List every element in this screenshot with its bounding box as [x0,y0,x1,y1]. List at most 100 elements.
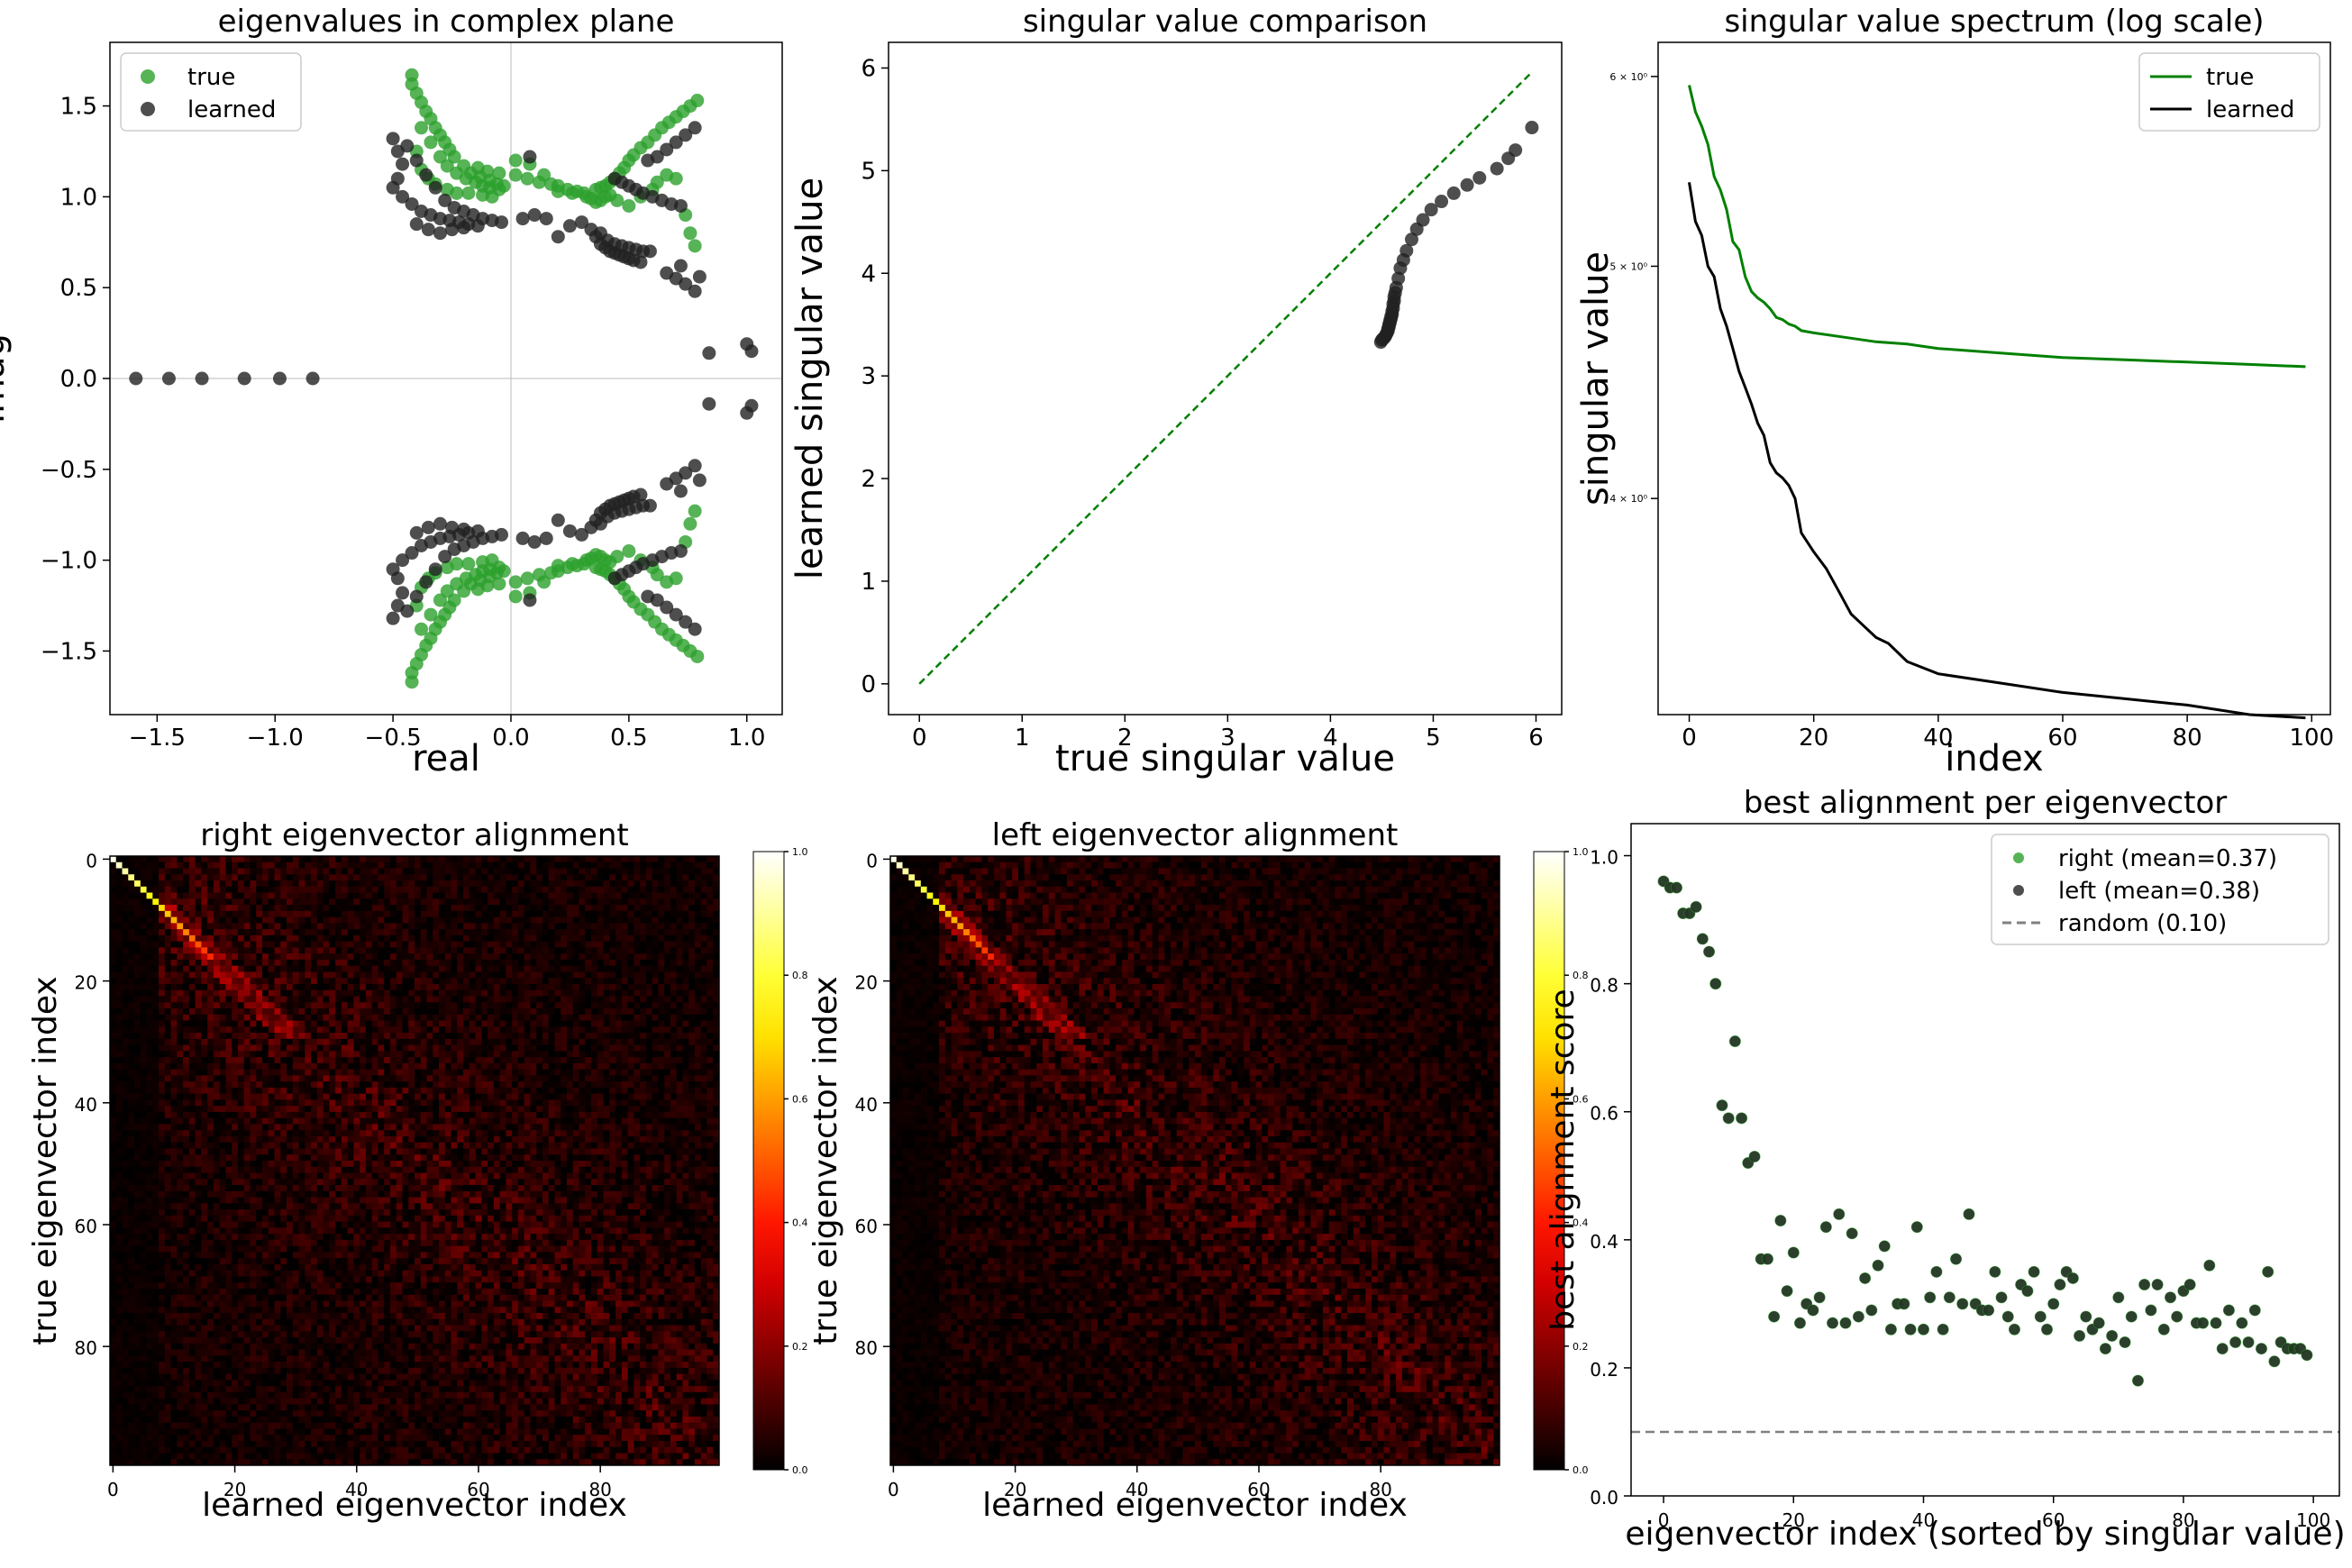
heatmap-cell [688,1093,696,1100]
heatmap-cell [499,1020,506,1027]
heatmap-cell [713,1075,720,1082]
heatmap-cell [676,1093,683,1100]
heatmap-cell [146,1014,153,1021]
heatmap-cell [670,959,678,967]
heatmap-cell [207,929,214,936]
heatmap-cell [402,934,409,943]
heatmap-cell [237,1106,245,1113]
heatmap-cell [365,916,373,924]
heatmap-cell [506,1026,513,1034]
heatmap-cell [603,905,610,912]
heatmap-cell [402,959,409,967]
heatmap-cell [415,1062,422,1070]
heatmap-cell [183,947,190,954]
heatmap-cell [591,1081,598,1089]
heatmap-cell [122,1026,129,1034]
heatmap-cell [329,892,336,899]
heatmap-cell [444,965,451,972]
heatmap-cell [572,965,579,972]
heatmap-cell [634,892,641,899]
heatmap-cell [579,923,586,930]
heatmap-cell [207,910,214,917]
heatmap-cell [572,1087,579,1095]
heatmap-cell [316,868,324,875]
heatmap-cell [609,861,616,869]
heatmap-cell [524,880,531,888]
heatmap-cell [415,886,422,893]
heatmap-cell [517,1069,525,1076]
heatmap-cell [402,1057,409,1064]
heatmap-cell [444,905,451,912]
heatmap-cell [426,941,433,948]
heatmap-cell [402,916,409,924]
heatmap-cell [524,1106,531,1113]
heatmap-cell [219,1081,226,1089]
heatmap-cell [713,941,720,948]
heatmap-cell [469,1014,476,1021]
heatmap-cell [658,1093,665,1100]
heatmap-cell [506,983,513,991]
heatmap-cell [670,965,678,972]
heatmap-cell [164,1081,171,1089]
heatmap-cell [170,978,178,985]
heatmap-cell [475,1075,482,1082]
point-learned-conjugate [523,593,537,607]
heatmap-cell [621,989,628,997]
heatmap-cell [134,983,141,991]
heatmap-cell [146,1026,153,1034]
heatmap-cell [658,1038,665,1045]
heatmap-cell [280,1124,287,1131]
heatmap-cell [183,868,190,875]
point-true [551,184,565,198]
heatmap-cell [122,983,129,991]
heatmap-cell [603,941,610,948]
heatmap-cell [444,1038,451,1045]
heatmap-cell [134,874,141,881]
heatmap-cell [188,1020,196,1027]
heatmap-cell [360,965,367,972]
heatmap-cell [645,996,653,1003]
heatmap-cell [250,1026,257,1034]
heatmap-cell [128,898,135,906]
heatmap-cell [360,989,367,997]
heatmap-cell [415,1111,422,1119]
heatmap-cell [488,947,495,954]
heatmap-cell [360,1069,367,1076]
heatmap-cell [481,947,488,954]
heatmap-cell [652,971,659,979]
heatmap-cell [506,1044,513,1052]
heatmap-cell [389,1106,397,1113]
heatmap-cell [530,856,537,863]
heatmap-cell [554,868,561,875]
heatmap-cell [353,1014,360,1021]
heatmap-cell [645,1038,653,1045]
heatmap-cell [420,1075,427,1082]
heatmap-cell [542,880,550,888]
heatmap-cell [115,1044,123,1052]
point-true [440,159,454,173]
heatmap-cell [572,1033,579,1040]
heatmap-cell [115,1002,123,1009]
point-learned [551,230,565,244]
heatmap-cell [152,923,160,930]
heatmap-cell [700,983,707,991]
heatmap-cell [159,861,166,869]
heatmap-cell [517,947,525,954]
heatmap-cell [201,874,208,881]
heatmap-cell [280,898,287,906]
heatmap-cell [707,978,714,985]
heatmap-cell [396,1026,403,1034]
heatmap-cell [415,941,422,948]
heatmap-cell [311,1002,318,1009]
point-true [622,198,636,213]
heatmap-cell [572,1008,579,1016]
heatmap-cell [457,934,464,943]
x-tick-label: 80 [2173,725,2202,752]
heatmap-cell [201,880,208,888]
heatmap-cell [384,1038,391,1045]
heatmap-cell [225,1106,232,1113]
heatmap-cell [512,959,519,967]
heatmap-cell [347,941,354,948]
heatmap-cell [415,947,422,954]
x-tick-label: −0.5 [365,725,422,752]
